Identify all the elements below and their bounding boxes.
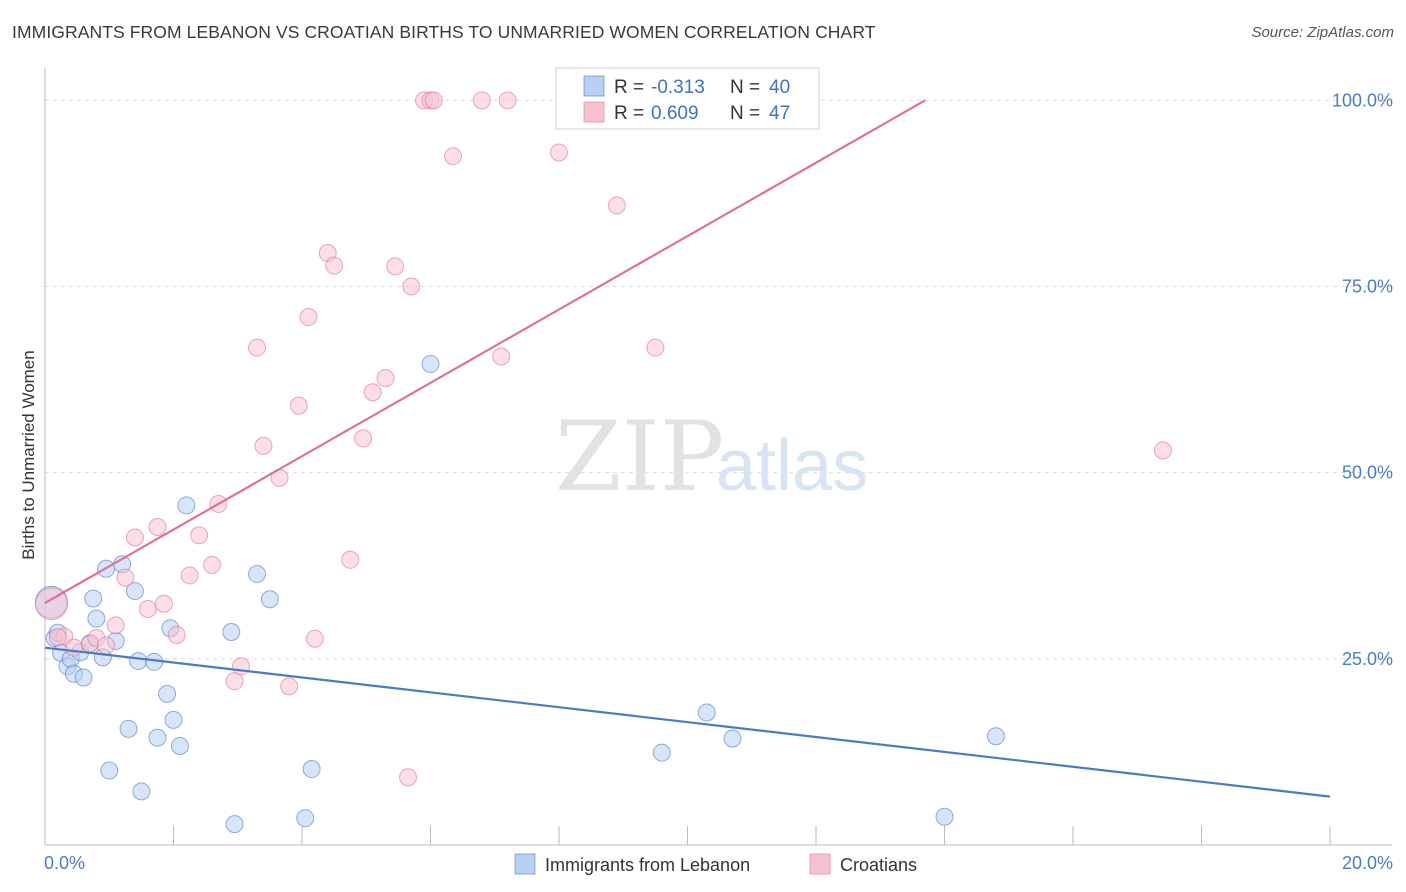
point-croatians-45 <box>1153 441 1172 460</box>
point-lebanon-30 <box>248 564 267 583</box>
y-axis-title: Births to Unmarried Women <box>19 350 38 559</box>
point-croatians-6 <box>106 616 125 635</box>
watermark-zip: ZIP <box>555 401 724 513</box>
trend-line-lebanon <box>44 646 1331 798</box>
point-croatians-41 <box>492 347 511 366</box>
point-croatians-14 <box>190 526 209 545</box>
grid-lines <box>45 99 1392 660</box>
point-croatians-23 <box>289 396 308 415</box>
stats-swatch-lebanon <box>583 75 605 97</box>
y-tick-label-1: 50.0% <box>1342 463 1393 483</box>
point-croatians-31 <box>376 369 395 388</box>
point-croatians-46 <box>48 628 67 647</box>
stats-n-label-croatians: N = <box>730 103 760 124</box>
point-croatians-20 <box>254 436 273 455</box>
point-croatians-37 <box>424 91 443 110</box>
point-lebanon-27 <box>177 496 196 515</box>
point-croatians-13 <box>180 566 199 585</box>
trend-line-croatians <box>44 99 926 604</box>
point-croatians-24 <box>299 308 318 327</box>
point-lebanon-11 <box>87 609 106 628</box>
x-tick-label-0: 0.0% <box>44 853 85 873</box>
point-croatians-42 <box>550 143 568 162</box>
point-croatians-39 <box>472 91 491 110</box>
point-croatians-5 <box>97 636 116 655</box>
point-lebanon-33 <box>302 760 321 779</box>
point-lebanon-20 <box>132 782 151 801</box>
point-lebanon-35 <box>652 743 671 762</box>
point-croatians-25 <box>305 629 324 648</box>
point-croatians-18 <box>231 657 250 676</box>
point-croatians-22 <box>280 677 299 696</box>
point-lebanon-14 <box>100 761 119 780</box>
y-tick-label-0: 25.0% <box>1342 649 1393 669</box>
point-croatians-9 <box>138 599 157 618</box>
stats-swatch-croatians <box>583 101 605 123</box>
point-croatians-12 <box>167 626 186 645</box>
point-croatians-38 <box>443 147 462 166</box>
point-croatians-10 <box>148 518 167 537</box>
point-lebanon-18 <box>125 582 144 601</box>
stats-n-label-lebanon: N = <box>730 77 760 98</box>
point-croatians-7 <box>116 568 135 587</box>
x-tick-label-1: 20.0% <box>1342 853 1393 873</box>
point-lebanon-22 <box>148 728 167 747</box>
point-lebanon-23 <box>158 684 177 703</box>
tick-labels: 25.0% 50.0% 75.0% 100.0% 0.0% 20.0% <box>44 90 1393 873</box>
stats-n-value-lebanon: 40 <box>769 77 790 98</box>
point-croatians-27 <box>325 256 344 275</box>
stats-legend: R = -0.313 N = 40 R = 0.609 N = 47 <box>555 67 820 130</box>
stats-r-label-lebanon: R = <box>614 77 644 98</box>
point-croatians-44 <box>646 338 665 357</box>
point-croatians-40 <box>498 91 517 110</box>
y-tick-label-3: 100.0% <box>1332 90 1393 110</box>
point-lebanon-19 <box>129 652 148 671</box>
watermark-atlas: atlas <box>716 426 868 506</box>
stats-r-value-croatians: 0.609 <box>651 103 699 124</box>
legend-swatch-croatians <box>809 853 831 875</box>
y-tick-label-2: 75.0% <box>1342 277 1393 297</box>
bottom-legend: Immigrants from Lebanon Croatians <box>514 853 917 875</box>
point-lebanon-29 <box>225 815 244 834</box>
point-lebanon-7 <box>74 668 93 687</box>
point-croatians-2 <box>64 638 83 657</box>
stats-r-value-lebanon: -0.313 <box>651 77 705 98</box>
point-croatians-28 <box>341 550 360 569</box>
point-lebanon-36 <box>697 703 716 722</box>
data-points <box>34 91 1172 834</box>
stats-r-label-croatians: R = <box>614 103 644 124</box>
point-lebanon-25 <box>164 710 183 729</box>
point-lebanon-31 <box>260 590 279 609</box>
point-lebanon-26 <box>170 736 189 755</box>
legend-swatch-lebanon <box>514 853 536 875</box>
point-croatians-11 <box>154 594 173 613</box>
point-croatians-43 <box>607 196 626 215</box>
trend-lines <box>44 99 1331 798</box>
watermark: ZIP atlas <box>555 401 868 513</box>
point-croatians-8 <box>125 528 144 547</box>
point-lebanon-38 <box>935 807 954 826</box>
point-lebanon-28 <box>222 623 241 642</box>
point-croatians-19 <box>248 338 267 357</box>
point-lebanon-17 <box>119 719 138 738</box>
point-lebanon-37 <box>723 729 742 748</box>
point-croatians-34 <box>402 277 421 296</box>
point-croatians-30 <box>363 383 382 402</box>
chart-title: IMMIGRANTS FROM LEBANON VS CROATIAN BIRT… <box>12 22 876 42</box>
point-lebanon-32 <box>296 809 315 828</box>
point-croatians-17 <box>225 672 244 691</box>
point-croatians-15 <box>203 556 222 575</box>
stats-n-value-croatians: 47 <box>769 103 790 124</box>
source-credit: Source: ZipAtlas.com <box>1251 24 1394 41</box>
axes <box>44 68 1392 846</box>
legend-label-croatians: Croatians <box>840 855 917 875</box>
point-croatians-29 <box>354 429 373 448</box>
point-lebanon-39 <box>986 727 1005 746</box>
legend-label-lebanon: Immigrants from Lebanon <box>545 855 750 875</box>
point-lebanon-10 <box>84 589 103 608</box>
point-lebanon-34 <box>421 354 440 373</box>
point-croatians-32 <box>386 257 405 276</box>
point-croatians-33 <box>399 768 418 787</box>
